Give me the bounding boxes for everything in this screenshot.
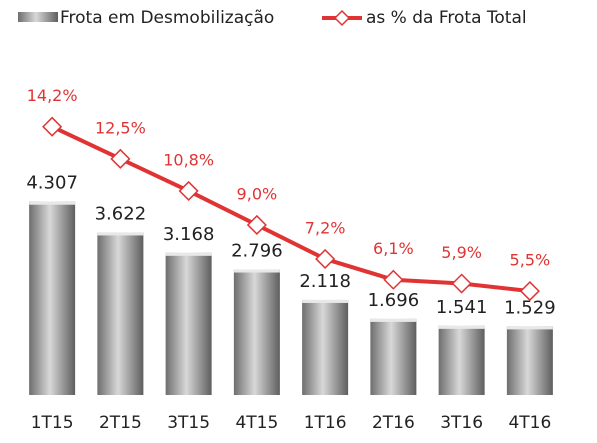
legend-bar-icon <box>18 12 58 22</box>
value-label: 14,2% <box>27 86 78 105</box>
bar-top <box>370 318 417 322</box>
legend-marker-icon <box>333 9 351 27</box>
x-tick-label: 3T16 <box>440 413 483 433</box>
bar-top <box>165 252 212 256</box>
line-marker <box>519 281 540 302</box>
x-tick-label: 4T16 <box>508 413 551 433</box>
value-label: 5,5% <box>510 251 551 270</box>
value-label: 9,0% <box>237 184 278 203</box>
value-label: 10,8% <box>163 150 214 169</box>
bar <box>165 252 212 395</box>
bar-top <box>29 201 76 205</box>
legend-label: as % da Frota Total <box>366 8 527 28</box>
line-marker <box>178 180 199 201</box>
x-tick-label: 1T16 <box>304 413 347 433</box>
value-label: 12,5% <box>95 118 146 137</box>
legend-label: Frota em Desmobilização <box>60 8 274 28</box>
value-label: 3.622 <box>95 203 147 224</box>
bar-top <box>302 299 349 303</box>
bar-top <box>97 232 144 236</box>
bar <box>370 318 417 395</box>
line-marker <box>451 273 472 294</box>
value-label: 1.529 <box>504 297 556 318</box>
line <box>51 124 531 294</box>
value-label: 6,1% <box>373 239 414 258</box>
value-label: 7,2% <box>305 218 346 237</box>
x-tick-label: 3T15 <box>167 413 210 433</box>
value-label: 4.307 <box>26 173 78 194</box>
bar <box>302 299 349 395</box>
bar-top <box>233 269 280 273</box>
x-tick-label: 4T15 <box>235 413 278 433</box>
bar <box>233 269 280 395</box>
bar <box>438 325 485 395</box>
x-tick-label: 2T15 <box>99 413 142 433</box>
bar <box>506 326 553 395</box>
value-label: 3.168 <box>163 224 215 245</box>
x-tick-label: 1T15 <box>31 413 74 433</box>
line-marker <box>315 248 336 270</box>
value-label: 2.796 <box>231 241 283 262</box>
x-tick-label: 2T16 <box>372 413 415 433</box>
bar <box>29 201 76 395</box>
line-marker <box>246 214 267 236</box>
line-marker <box>110 148 131 169</box>
line-marker <box>383 269 404 290</box>
value-label: 1.541 <box>436 297 488 318</box>
value-label: 2.118 <box>299 271 351 292</box>
bar-top <box>506 326 553 330</box>
value-label: 5,9% <box>441 243 482 262</box>
bar-top <box>438 325 485 329</box>
bar <box>97 232 144 395</box>
value-label: 1.696 <box>368 290 420 311</box>
line-marker <box>42 116 63 137</box>
